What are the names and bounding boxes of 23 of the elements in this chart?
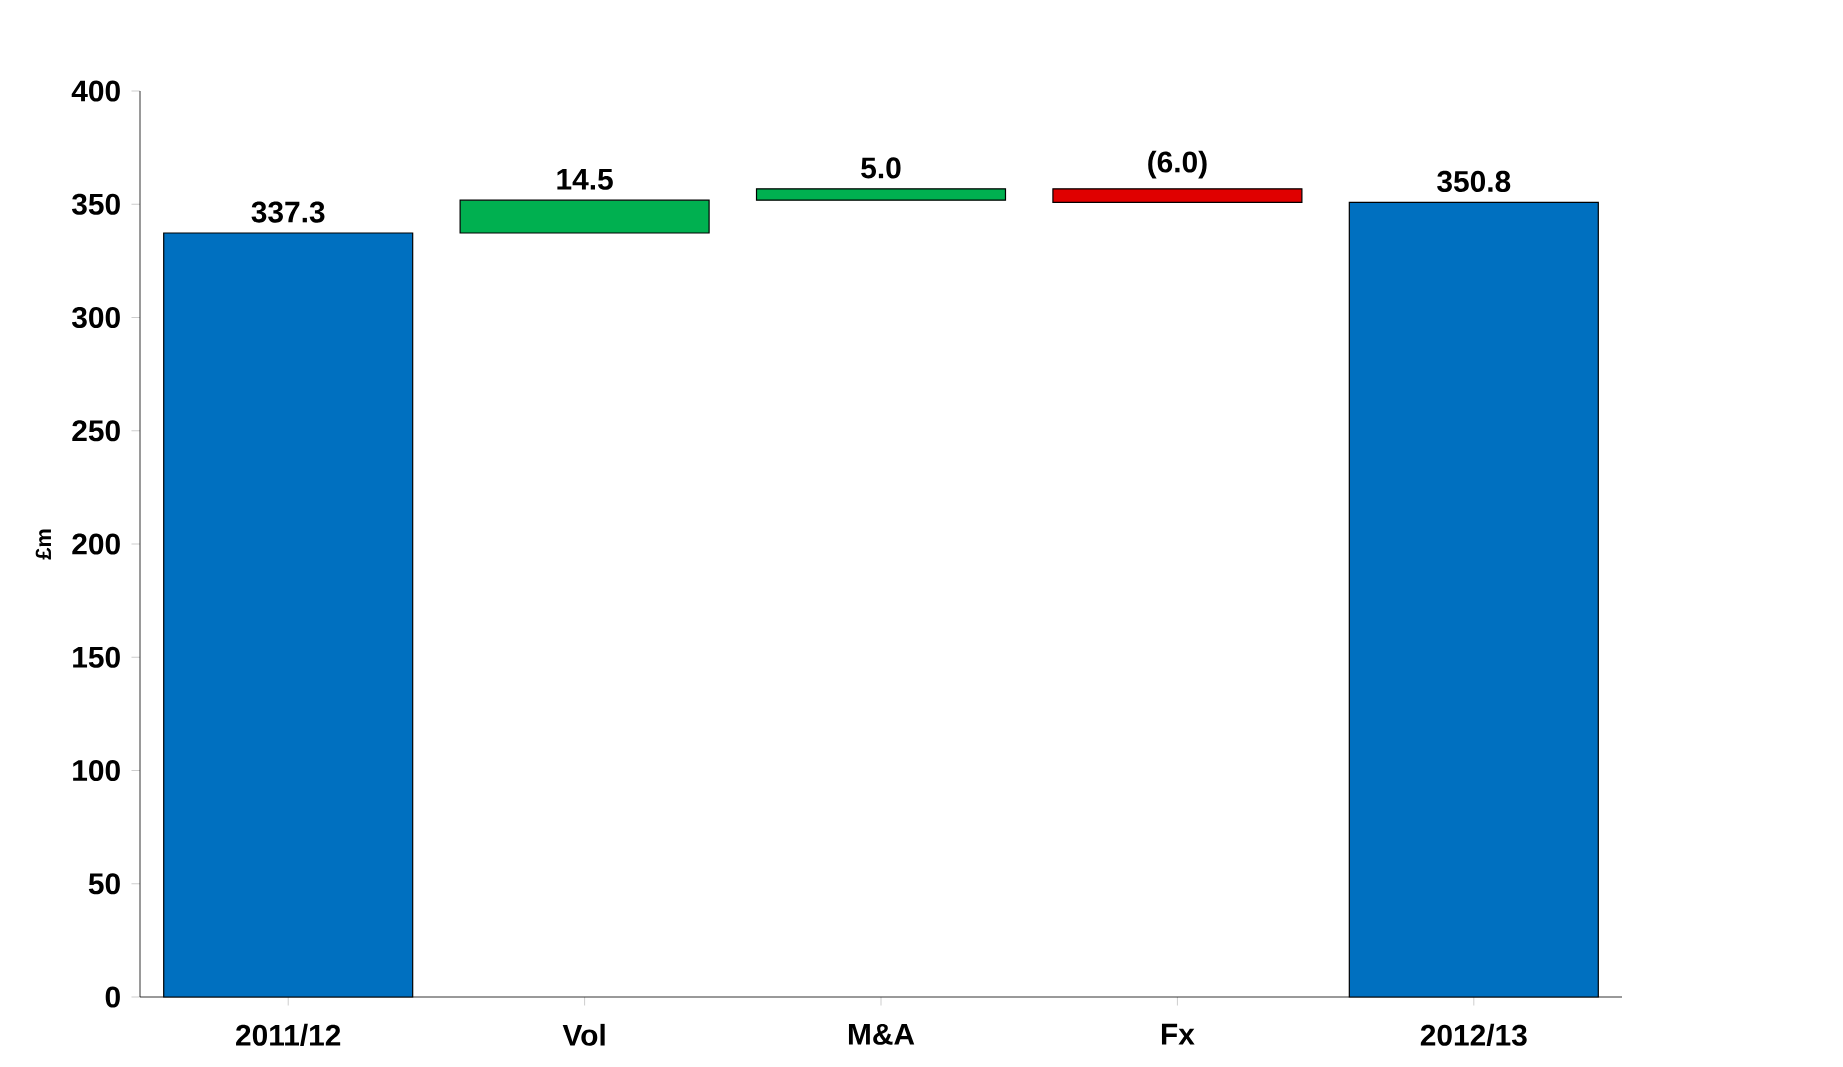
bar bbox=[1052, 188, 1303, 204]
y-tick-label: 0 bbox=[105, 986, 120, 1008]
x-tick-label: Vol bbox=[562, 1023, 605, 1046]
y-tick-label: 350 bbox=[71, 193, 120, 215]
y-tick-label: 400 bbox=[71, 80, 120, 102]
x-tick-label: 2012/13 bbox=[1420, 1023, 1527, 1047]
y-tick-label: 150 bbox=[73, 646, 120, 668]
x-tick-label: 2011/12 bbox=[236, 1023, 341, 1047]
x-tick-label: Fx bbox=[1161, 1023, 1195, 1045]
bar bbox=[459, 199, 710, 234]
data-label: 337.3 bbox=[251, 201, 325, 223]
y-tick-label: 200 bbox=[72, 533, 120, 555]
data-label: 14.5 bbox=[557, 168, 613, 190]
y-tick-label: 50 bbox=[88, 873, 120, 895]
y-axis-title: £m bbox=[35, 529, 51, 560]
y-tick-label: 100 bbox=[73, 759, 120, 782]
data-label: 5.0 bbox=[861, 157, 901, 179]
y-tick-label: 300 bbox=[71, 306, 120, 329]
data-label: 350.8 bbox=[1437, 170, 1511, 193]
x-tick-label: M&A bbox=[848, 1023, 915, 1045]
y-tick-label: 250 bbox=[72, 420, 120, 442]
data-label: (6.0) bbox=[1148, 150, 1207, 179]
bar bbox=[755, 188, 1007, 201]
